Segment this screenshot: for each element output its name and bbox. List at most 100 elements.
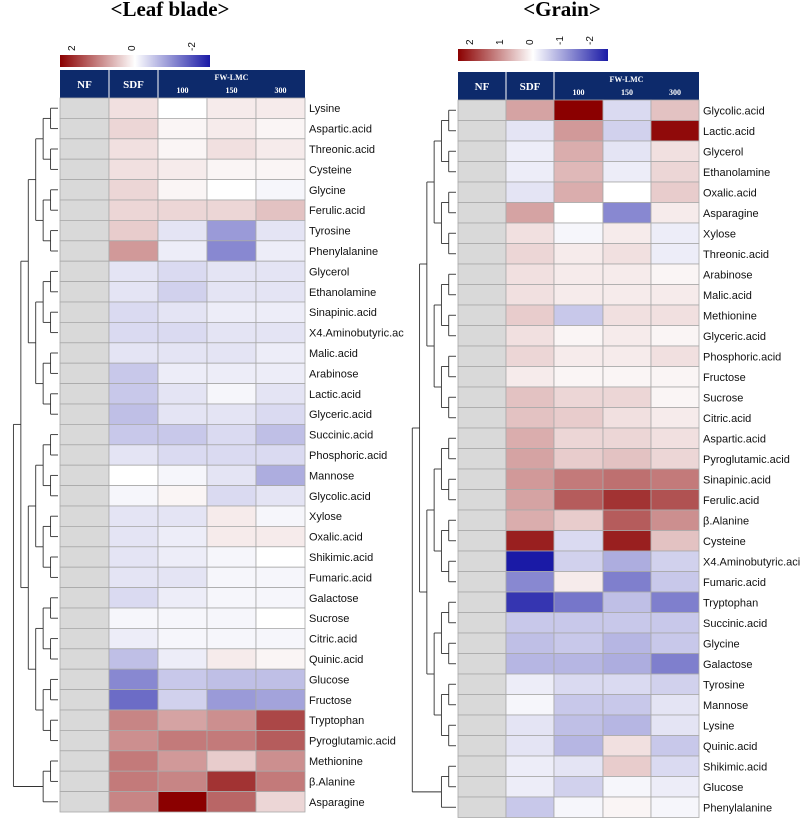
heatmap-cell-nf <box>59 566 110 589</box>
heatmap-cell <box>108 403 159 425</box>
heatmap-cell-nf <box>457 448 507 470</box>
heatmap-cell <box>553 222 604 244</box>
heatmap-cell <box>157 199 208 221</box>
row-label: Glyceric.acid <box>309 409 372 421</box>
heatmap-cell-nf <box>457 99 507 121</box>
heatmap-cell-nf <box>457 755 507 777</box>
row-label: Tryptophan <box>309 715 364 727</box>
color-scale-bar <box>60 55 210 67</box>
heatmap-cell <box>553 489 604 511</box>
heatmap-cell <box>255 138 306 160</box>
heatmap-cell <box>650 550 700 572</box>
color-scale-tick: -2 <box>585 36 596 45</box>
heatmap-cell <box>505 489 555 511</box>
color-scale-tick: 2 <box>67 45 78 51</box>
row-label: Citric.acid <box>703 413 751 425</box>
heatmap-cell-nf <box>59 770 110 793</box>
heatmap-cell <box>505 222 555 244</box>
heatmap-cell <box>157 730 208 752</box>
heatmap-cell <box>157 321 208 344</box>
heatmap-cell <box>255 362 306 385</box>
header-dose: 100 <box>573 88 585 97</box>
row-label: Glucose <box>703 782 743 794</box>
heatmap-cell <box>602 345 652 367</box>
heatmap-cell <box>553 304 604 326</box>
heatmap-cell-nf <box>59 179 110 201</box>
header-dose: 150 <box>226 86 238 95</box>
heatmap-cell <box>206 179 257 201</box>
heatmap-cell <box>505 673 555 695</box>
heatmap-cell <box>602 796 652 818</box>
row-label: Glycolic.acid <box>703 105 765 117</box>
heatmap-cell <box>255 321 306 344</box>
header-dose: 100 <box>177 86 189 95</box>
heatmap-cell <box>206 97 257 119</box>
heatmap-cell <box>255 179 306 201</box>
row-label: Mannose <box>309 470 354 482</box>
row-label: Pyroglutamic.acid <box>703 454 790 466</box>
header-dose: 300 <box>669 88 681 97</box>
heatmap-cell <box>108 423 159 446</box>
heatmap-cell <box>553 181 604 203</box>
heatmap-cell <box>108 505 159 527</box>
heatmap-cell <box>206 362 257 385</box>
row-label: Cysteine <box>309 164 352 176</box>
grain-title: <Grain> <box>523 0 601 21</box>
heatmap-cell <box>108 730 159 752</box>
heatmap-cell <box>157 709 208 731</box>
heatmap-cell <box>157 526 208 548</box>
heatmap-cell <box>255 342 306 364</box>
heatmap-cell <box>553 776 604 798</box>
heatmap-cell <box>650 571 700 593</box>
heatmap-cell <box>157 689 208 711</box>
heatmap-cell-nf <box>457 550 507 572</box>
heatmap-cell <box>255 444 306 466</box>
heatmap-cell <box>108 179 159 201</box>
header-nf: NF <box>77 79 92 91</box>
heatmap-cell <box>553 386 604 408</box>
heatmap-cell <box>553 796 604 818</box>
heatmap-cell-nf <box>59 505 110 527</box>
heatmap-cell <box>553 673 604 695</box>
heatmap-cell <box>255 526 306 548</box>
row-label: Glycolic.acid <box>309 491 371 503</box>
row-label: Phenylalanine <box>309 246 378 258</box>
heatmap-cell <box>602 284 652 306</box>
heatmap-cell <box>553 735 604 757</box>
heatmap-cell-nf <box>59 628 110 650</box>
heatmap-cell <box>602 99 652 121</box>
heatmap-cell <box>553 161 604 183</box>
heatmap-cell-nf <box>59 607 110 629</box>
heatmap-cell <box>553 325 604 347</box>
heatmap-cell <box>505 776 555 798</box>
heatmap-cell-nf <box>59 668 110 691</box>
heatmap-cell <box>206 423 257 446</box>
heatmap-cell <box>255 607 306 629</box>
row-label: Glucose <box>309 674 349 686</box>
row-label: Methionine <box>703 310 757 322</box>
heatmap-cell <box>157 179 208 201</box>
heatmap-cell <box>505 591 555 613</box>
heatmap-cell <box>602 427 652 449</box>
header-dose: 300 <box>275 86 287 95</box>
heatmap-cell-nf <box>59 260 110 283</box>
heatmap-cell <box>602 591 652 613</box>
heatmap-cell <box>553 509 604 531</box>
heatmap-cell <box>602 653 652 675</box>
row-label: Malic.acid <box>703 290 752 302</box>
heatmap-cell <box>553 612 604 634</box>
heatmap-cell <box>553 284 604 306</box>
row-label: Shikimic.acid <box>309 552 373 564</box>
heatmap-cell-nf <box>457 468 507 490</box>
heatmap-cell <box>206 444 257 466</box>
heatmap-cell <box>206 158 257 180</box>
heatmap-cell <box>650 304 700 326</box>
heatmap-cell <box>157 138 208 160</box>
color-scale-tick: -2 <box>187 42 198 51</box>
heatmap-cell <box>255 464 306 487</box>
heatmap-cell <box>157 118 208 140</box>
heatmap-cell <box>553 653 604 675</box>
heatmap-cell <box>108 321 159 344</box>
heatmap-cell <box>650 222 700 244</box>
heatmap-cell <box>157 607 208 629</box>
